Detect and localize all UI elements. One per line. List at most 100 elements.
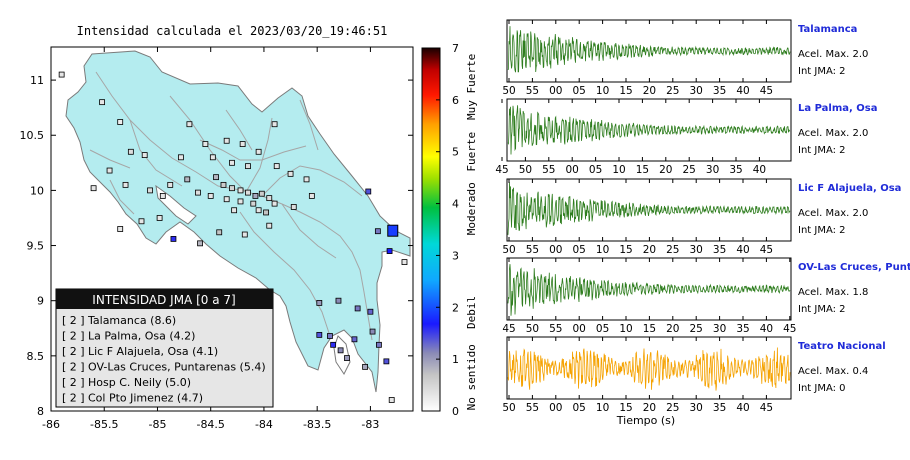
waveform-station-name: Talamanca: [798, 24, 857, 35]
station-marker: [335, 297, 342, 304]
station-marker: [117, 226, 124, 232]
station-marker: [237, 187, 244, 194]
map-x-tick-label: -86: [42, 418, 60, 431]
station-marker: [362, 363, 368, 370]
station-marker: [90, 185, 97, 192]
colorbar-tick-label: 0: [452, 405, 459, 418]
intensity-colorbar: 0 1 2 3 4 5 6 7 No sentido Debil Moderado Fuerte Mu…: [421, 42, 478, 418]
station-marker: [239, 141, 246, 147]
station-marker: [327, 333, 333, 339]
waveform-tick-label: 05: [573, 244, 586, 256]
map-x-tick-label: -84: [255, 418, 273, 431]
waveform-tick-label: 25: [666, 85, 679, 97]
waveform-tick-label: 35: [713, 85, 726, 97]
waveform-tick-label: 15: [619, 85, 632, 97]
waveform-tick-label: 45: [783, 323, 796, 335]
legend-item-intensity: [ 2 ]: [62, 330, 85, 343]
station-marker: [220, 181, 227, 188]
station-marker: [337, 347, 344, 354]
station-marker: [147, 187, 153, 194]
station-marker: [106, 167, 113, 174]
station-marker: [177, 154, 184, 161]
colorbar-category-label: No sentido: [465, 344, 478, 410]
waveform-tick-label: 35: [729, 164, 742, 176]
station-marker: [386, 248, 393, 254]
waveform-panel: 45 50 55 00 05 10 15 20 25 30 35 40 La Palma, Osa Ace…: [495, 98, 878, 176]
station-marker: [271, 121, 278, 128]
station-marker: [303, 176, 310, 183]
waveform-tick-label: 20: [643, 244, 656, 256]
legend-item-intensity: [ 2 ]: [62, 314, 85, 327]
station-marker: [99, 99, 106, 106]
waveform-tick-label: 10: [596, 402, 609, 414]
waveform-trace: [507, 182, 791, 235]
station-marker: [290, 204, 297, 210]
map-x-axis: -86 -85.5 -85 -84.5 -84 -83.5 -83: [42, 47, 379, 431]
waveform-tick-label: 05: [573, 85, 586, 97]
colorbar-tick-label: 3: [452, 249, 459, 262]
legend-title: INTENSIDAD JMA [0 a 7]: [92, 293, 235, 307]
station-marker: [330, 341, 337, 348]
waveform-tick-label: 40: [736, 244, 749, 256]
waveform-tick-label: 30: [713, 323, 726, 335]
station-marker-large: [387, 224, 399, 237]
station-marker: [223, 196, 230, 203]
waveform-tick-label: 30: [690, 402, 703, 414]
waveform-station-name: Teatro Nacional: [798, 341, 886, 352]
station-marker: [287, 170, 294, 177]
station-marker: [365, 188, 372, 195]
waveform-tick-label: 20: [643, 85, 656, 97]
station-marker: [141, 152, 148, 158]
station-marker: [383, 358, 390, 365]
waveform-tick-label: 55: [526, 85, 539, 97]
station-marker: [245, 189, 251, 196]
waveform-tick-label: 50: [502, 244, 515, 256]
waveform-tick-label: 10: [619, 323, 632, 335]
waveform-tick-label: 00: [549, 244, 562, 256]
station-marker: [316, 300, 323, 306]
map-y-tick-label: 8: [37, 405, 44, 418]
waveform-tick-label: 35: [713, 402, 726, 414]
station-marker: [252, 193, 259, 199]
colorbar-tick-label: 4: [452, 198, 459, 211]
station-marker: [231, 207, 238, 214]
station-marker: [170, 236, 177, 242]
station-marker: [127, 148, 134, 155]
waveform-tick-label: 15: [619, 402, 632, 414]
legend-item-label: Talamanca (8.6): [87, 314, 176, 327]
colorbar-category-label: Debil: [465, 296, 478, 329]
waveform-tick-label: 30: [706, 164, 719, 176]
waveform-tick-label: 05: [573, 402, 586, 414]
map-y-tick-label: 9.5: [27, 240, 45, 253]
costa-rica-landmass: [65, 50, 411, 393]
waveform-peak-accel: Acel. Max. 2.0: [798, 208, 868, 219]
waveform-jma-intensity: Int JMA: 2: [798, 304, 846, 315]
station-marker: [241, 231, 248, 238]
map-x-tick-label: -85: [148, 418, 166, 431]
map-y-tick-label: 9: [37, 295, 44, 308]
station-marker: [159, 193, 166, 199]
station-marker: [266, 222, 273, 229]
waveform-panel: 50 55 00 05 10 15 20 25 30 35 40 45 Teatro Nacional A…: [502, 336, 886, 414]
waveform-tick-label: 45: [502, 323, 515, 335]
waveform-jma-intensity: Int JMA: 2: [798, 66, 846, 77]
waveform-peak-accel: Acel. Max. 2.0: [798, 128, 868, 139]
waveform-trace: [507, 105, 791, 155]
waveform-tick-label: 45: [760, 402, 773, 414]
station-marker: [258, 190, 265, 197]
station-marker: [223, 137, 230, 144]
waveform-tick-label: 15: [619, 244, 632, 256]
station-marker: [255, 207, 262, 214]
station-marker: [354, 305, 361, 312]
waveform-station-name: OV-Las Cruces, Puntar: [798, 262, 910, 273]
station-marker: [263, 209, 269, 216]
map-title: Intensidad calculada el 2023/03/20_19:46…: [77, 24, 388, 38]
colorbar-category-label: Fuerte: [465, 132, 478, 172]
legend-item-label: Lic F Alajuela, Osa (4.1): [88, 345, 218, 358]
waveform-frame: [506, 257, 792, 321]
station-marker: [138, 218, 145, 225]
waveform-tick-label: 05: [589, 164, 602, 176]
station-marker: [351, 336, 358, 343]
colorbar-tick-label: 7: [452, 42, 459, 55]
